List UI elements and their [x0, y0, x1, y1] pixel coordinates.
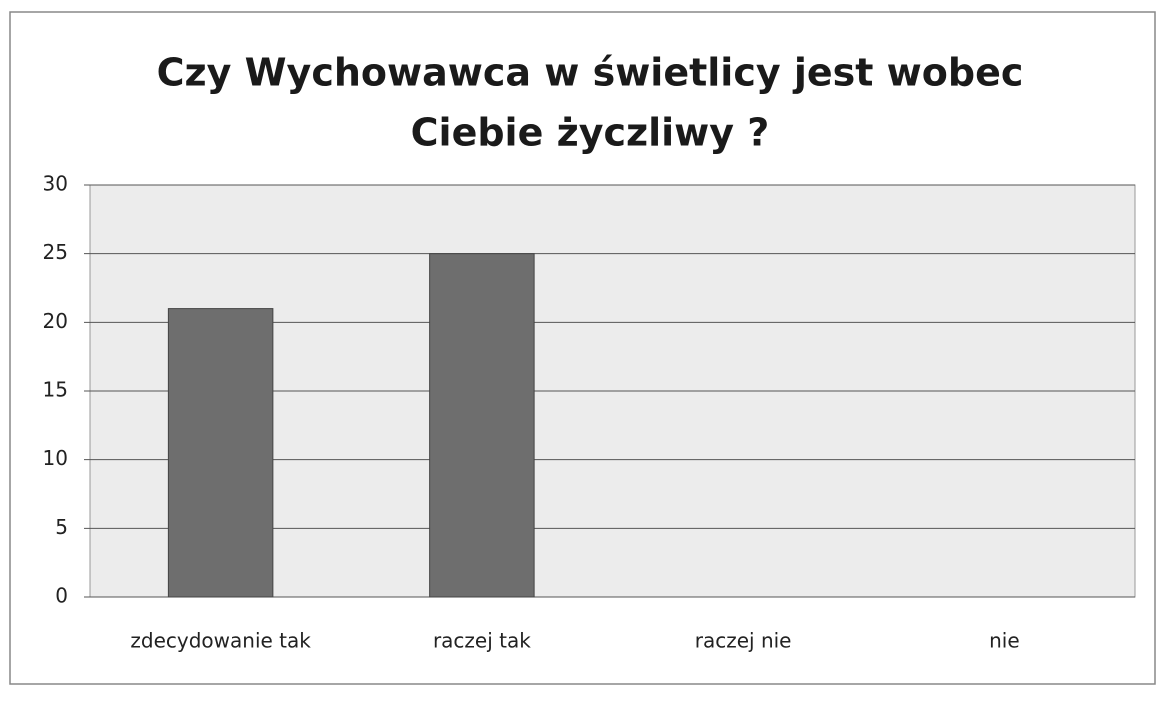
y-tick-label: 15 [43, 378, 68, 402]
y-tick-label: 25 [43, 240, 68, 264]
x-tick-label: zdecydowanie tak [130, 629, 311, 653]
y-tick-label: 20 [43, 309, 68, 333]
chart-title: Czy Wychowawca w świetlicy jest wobec [157, 51, 1024, 95]
x-tick-label: raczej tak [433, 629, 531, 653]
y-tick-label: 10 [43, 446, 68, 470]
bar [429, 253, 535, 598]
bar [167, 308, 274, 598]
y-tick-label: 30 [43, 172, 68, 196]
chart-title: Ciebie życzliwy ? [411, 111, 770, 155]
y-tick-label: 0 [55, 584, 68, 608]
x-tick-label: nie [989, 629, 1020, 653]
y-tick-label: 5 [55, 515, 68, 539]
x-tick-label: raczej nie [695, 629, 792, 653]
